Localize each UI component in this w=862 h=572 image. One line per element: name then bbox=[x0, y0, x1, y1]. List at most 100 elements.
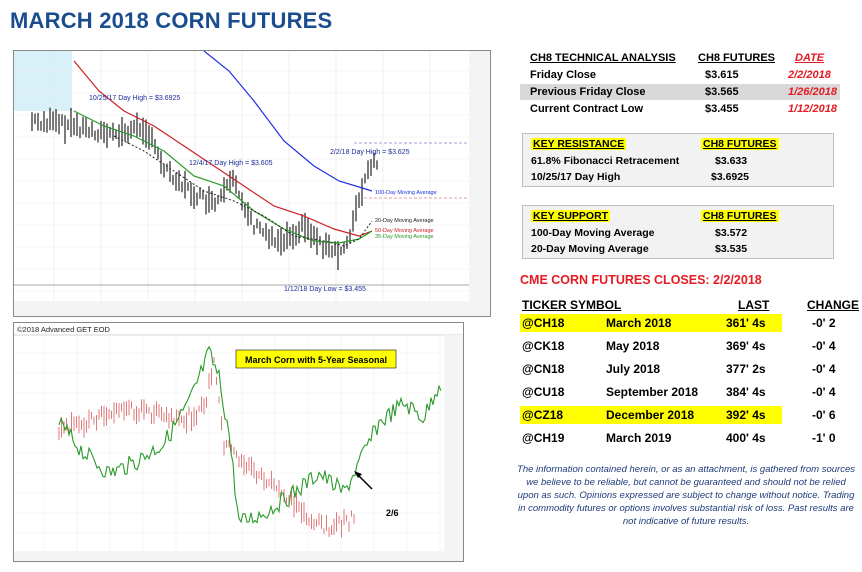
arrow-label: 2/6 bbox=[386, 508, 399, 518]
ma100-label: 100-Day Moving Average bbox=[375, 190, 437, 196]
ta-row: Friday Close $3.615 2/2/2018 bbox=[520, 67, 840, 83]
closes-last: 369' 4s bbox=[726, 339, 766, 353]
resistance-value: $3.6925 bbox=[711, 171, 749, 183]
closes-last: 392' 4s bbox=[726, 408, 766, 422]
closes-row: @CH19 March 2019 400' 4s -1' 0 bbox=[520, 429, 860, 447]
high-1025-label: 10/25/17 Day High = $3.6925 bbox=[89, 95, 180, 102]
key-resistance-panel: KEY RESISTANCE CH8 FUTURES 61.8% Fibonac… bbox=[522, 133, 834, 187]
closes-month: September 2018 bbox=[606, 385, 699, 399]
gridlines-2 bbox=[14, 335, 444, 551]
closes-ticker: @CU18 bbox=[522, 385, 565, 399]
closes-month: March 2018 bbox=[606, 316, 672, 330]
ta-date: 1/12/2018 bbox=[788, 103, 837, 115]
seasonal-chart-svg: ©2018 Advanced GET EOD March Corn with 5… bbox=[14, 323, 463, 561]
closes-row: @CK18 May 2018 369' 4s -0' 4 bbox=[520, 337, 860, 355]
ma20-line bbox=[113, 135, 373, 247]
ta-date: 1/26/2018 bbox=[788, 86, 837, 98]
row-highlight bbox=[520, 406, 782, 424]
ta-label: Previous Friday Close bbox=[530, 86, 646, 98]
resistance-label: 61.8% Fibonacci Retracement bbox=[531, 155, 680, 167]
closes-row: @CH18 March 2018 361' 4s -0' 2 bbox=[520, 314, 860, 332]
ma50-line bbox=[73, 60, 373, 237]
resistance-label: 10/25/17 Day High bbox=[531, 171, 621, 183]
closes-change: -0' 4 bbox=[812, 385, 836, 399]
closes-change: -0' 6 bbox=[812, 408, 836, 422]
ta-value: $3.455 bbox=[705, 103, 739, 115]
resistance-value: $3.633 bbox=[715, 155, 748, 167]
resistance-header-label: KEY RESISTANCE bbox=[531, 138, 627, 150]
closes-last: 384' 4s bbox=[726, 385, 766, 399]
closes-last: 400' 4s bbox=[726, 431, 766, 445]
closes-title: CME CORN FUTURES CLOSES: 2/2/2018 bbox=[520, 273, 762, 287]
ta-row: Previous Friday Close $3.565 1/26/2018 bbox=[520, 84, 840, 100]
closes-header-ticker: TICKER SYMBOL bbox=[522, 298, 622, 312]
ta-row: Current Contract Low $3.455 1/12/2018 bbox=[520, 101, 840, 117]
closes-month: July 2018 bbox=[606, 362, 661, 376]
key-support-panel: KEY SUPPORT CH8 FUTURES 100-Day Moving A… bbox=[522, 205, 834, 259]
gridlines bbox=[14, 51, 469, 301]
support-value: $3.572 bbox=[715, 227, 748, 239]
closes-month: March 2019 bbox=[606, 431, 672, 445]
ta-label: Current Contract Low bbox=[530, 103, 644, 115]
arrow-head bbox=[354, 471, 362, 478]
closes-header-last: LAST bbox=[738, 298, 770, 312]
time-axis bbox=[14, 301, 490, 316]
ta-value: $3.615 bbox=[705, 69, 739, 81]
page-title: MARCH 2018 CORN FUTURES bbox=[10, 8, 333, 33]
high-124-label: 12/4/17 Day High = $3.605 bbox=[189, 160, 273, 167]
support-label: 100-Day Moving Average bbox=[531, 227, 655, 239]
resistance-header-value: CH8 FUTURES bbox=[701, 138, 779, 150]
closes-ticker: @CZ18 bbox=[522, 408, 564, 422]
closes-month: May 2018 bbox=[606, 339, 660, 353]
support-label: 20-Day Moving Average bbox=[531, 243, 649, 255]
technical-analysis-table: CH8 TECHNICAL ANALYSIS CH8 FUTURES DATE … bbox=[520, 52, 840, 116]
ma35-label: 35-Day Moving Average bbox=[375, 234, 434, 240]
price-bars bbox=[31, 107, 378, 271]
support-value: $3.535 bbox=[715, 243, 748, 255]
high-22-label: 2/2/18 Day High = $3.625 bbox=[330, 149, 410, 156]
closes-row: @CZ18 December 2018 392' 4s -0' 6 bbox=[520, 406, 860, 424]
chart-header: ©2018 Advanced GET EOD bbox=[17, 325, 111, 334]
closes-month: December 2018 bbox=[606, 408, 695, 422]
closes-header-change: CHANGE bbox=[807, 298, 860, 312]
closes-change: -0' 2 bbox=[812, 316, 836, 330]
closes-row: @CN18 July 2018 377' 2s -0' 4 bbox=[520, 360, 860, 378]
closes-ticker: @CK18 bbox=[522, 339, 565, 353]
closes-ticker: @CH19 bbox=[522, 431, 565, 445]
ma35-line bbox=[73, 110, 373, 244]
ma100-line bbox=[203, 51, 373, 192]
legend-box bbox=[235, 349, 397, 369]
info-box bbox=[14, 51, 72, 111]
closes-change: -1' 0 bbox=[812, 431, 836, 445]
ma20-label: 20-Day Moving Average bbox=[375, 218, 434, 224]
ta-header-value: CH8 FUTURES bbox=[698, 52, 776, 64]
time-axis-2 bbox=[14, 551, 463, 561]
price-chart: 10/25/17 Day High = $3.6925 12/4/17 Day … bbox=[13, 50, 491, 317]
legend-label: March Corn with 5-Year Seasonal bbox=[245, 355, 387, 365]
closes-ticker: @CH18 bbox=[522, 316, 565, 330]
row-highlight bbox=[520, 314, 782, 332]
support-header-value: CH8 FUTURES bbox=[701, 210, 779, 222]
ta-value: $3.565 bbox=[705, 86, 739, 98]
closes-ticker: @CN18 bbox=[522, 362, 565, 376]
low-label: 1/12/18 Day Low = $3.455 bbox=[284, 286, 366, 293]
closes-header-row: TICKER SYMBOL LAST CHANGE bbox=[520, 296, 860, 314]
support-header-label: KEY SUPPORT bbox=[531, 210, 611, 222]
price-bars-2 bbox=[58, 356, 355, 538]
seasonal-chart: ©2018 Advanced GET EOD March Corn with 5… bbox=[13, 322, 464, 562]
ta-label: Friday Close bbox=[530, 69, 597, 81]
ta-date: 2/2/2018 bbox=[788, 69, 831, 81]
closes-last: 377' 2s bbox=[726, 362, 766, 376]
seasonal-line bbox=[58, 345, 442, 524]
price-axis-2 bbox=[444, 335, 463, 553]
price-axis bbox=[469, 51, 490, 316]
closes-change: -0' 4 bbox=[812, 339, 836, 353]
ta-header-date: DATE bbox=[795, 52, 825, 64]
disclaimer: The information contained herein, or as … bbox=[517, 464, 855, 527]
closes-row: @CU18 September 2018 384' 4s -0' 4 bbox=[520, 383, 860, 401]
ta-header-label: CH8 TECHNICAL ANALYSIS bbox=[530, 52, 676, 64]
closes-change: -0' 4 bbox=[812, 362, 836, 376]
closes-last: 361' 4s bbox=[726, 316, 766, 330]
ma50-label: 50-Day Moving Average bbox=[375, 228, 434, 234]
price-chart-svg: 10/25/17 Day High = $3.6925 12/4/17 Day … bbox=[14, 51, 490, 316]
